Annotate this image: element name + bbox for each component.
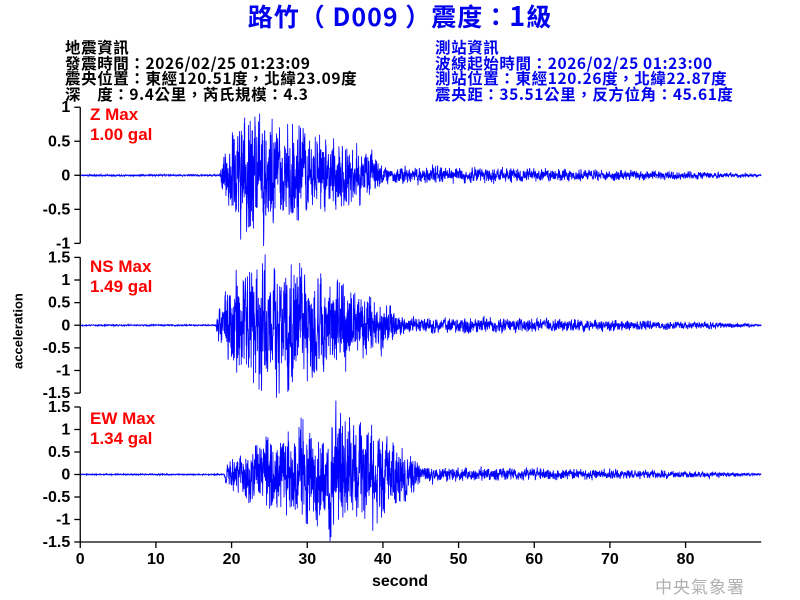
svg-text:1: 1 xyxy=(61,99,70,116)
svg-text:1: 1 xyxy=(61,272,70,289)
svg-text:1.5: 1.5 xyxy=(48,399,70,416)
svg-text:1.5: 1.5 xyxy=(48,249,70,266)
svg-text:-0.5: -0.5 xyxy=(43,489,71,506)
svg-text:0: 0 xyxy=(61,167,70,184)
svg-text:-1: -1 xyxy=(56,512,70,529)
svg-text:0.5: 0.5 xyxy=(48,133,70,150)
svg-text:50: 50 xyxy=(450,551,468,568)
svg-text:1: 1 xyxy=(61,422,70,439)
svg-text:10: 10 xyxy=(147,551,165,568)
svg-text:0: 0 xyxy=(61,467,70,484)
svg-text:30: 30 xyxy=(298,551,316,568)
svg-text:-0.5: -0.5 xyxy=(43,340,71,357)
svg-text:-1: -1 xyxy=(56,362,70,379)
svg-text:-1.5: -1.5 xyxy=(43,534,71,551)
svg-text:-0.5: -0.5 xyxy=(43,201,71,218)
svg-text:0.5: 0.5 xyxy=(48,444,70,461)
svg-text:40: 40 xyxy=(374,551,392,568)
svg-text:70: 70 xyxy=(601,551,619,568)
svg-text:20: 20 xyxy=(223,551,241,568)
svg-text:0: 0 xyxy=(76,551,85,568)
svg-text:0.5: 0.5 xyxy=(48,295,70,312)
svg-text:60: 60 xyxy=(525,551,543,568)
svg-text:80: 80 xyxy=(677,551,695,568)
svg-text:0: 0 xyxy=(61,317,70,334)
